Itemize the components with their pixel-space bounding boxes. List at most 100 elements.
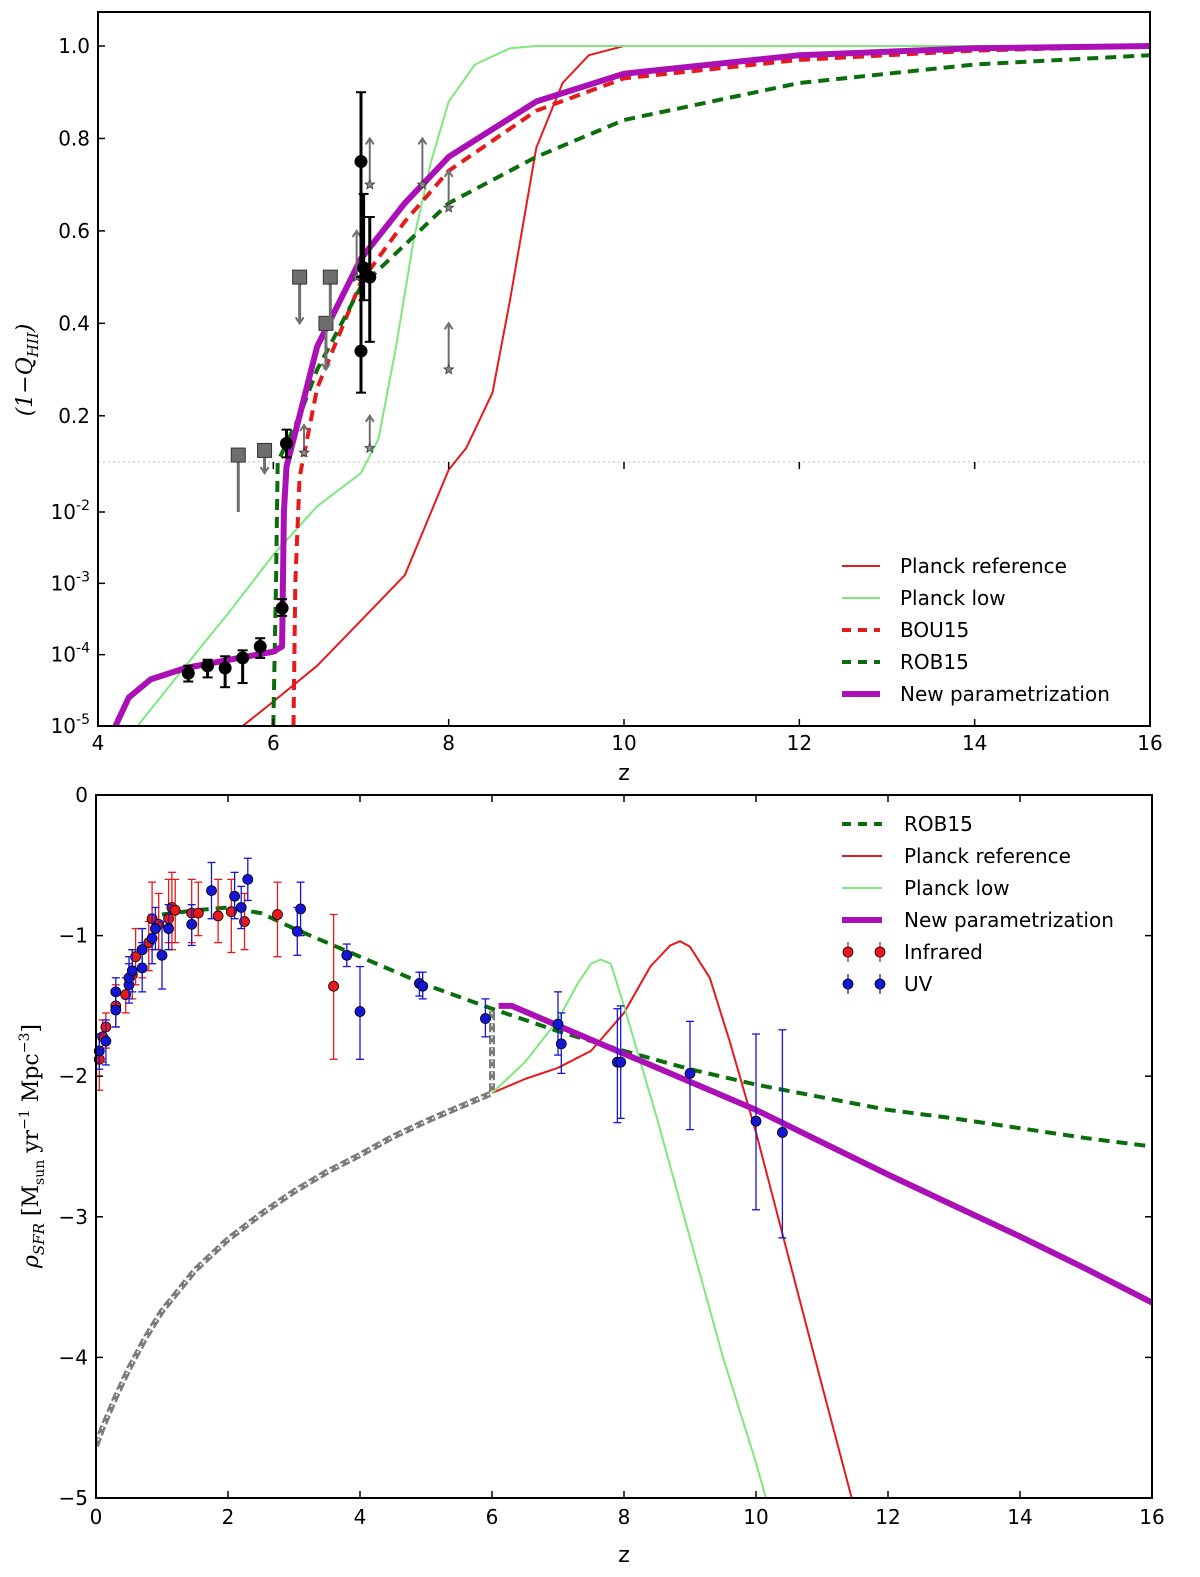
bottom-plot-content (93, 857, 1152, 1498)
bottom-uv-point-6 (126, 965, 138, 977)
bottom-series-group (96, 905, 1152, 1498)
top-upper-limit-square-4 (322, 269, 338, 285)
top-x-tick-label-4: 12 (787, 731, 812, 755)
top-legend-label-bou15: BOU15 (900, 618, 969, 642)
top-y-log-tick-base-3: 10 (51, 500, 76, 524)
top-y-tick-label-3: 0.8 (58, 126, 90, 150)
top-legend-label-planck-low: Planck low (900, 586, 1006, 610)
top-ylabel-open: (1− (13, 375, 38, 416)
bottom-uv-point-21 (354, 1006, 366, 1017)
top-y-log-tick-exp-2: -3 (76, 569, 90, 585)
bottom-ylabel-space (19, 1216, 44, 1223)
top-series-rob15 (271, 53, 1150, 726)
svg-text:(1−QHII): (1−QHII) (13, 324, 42, 417)
top-y-axis-label: (1−QHII) (13, 324, 42, 417)
top-series-bou15 (291, 44, 1150, 726)
top-y-tick-label-2: 0.6 (58, 219, 90, 243)
top-plot-content (98, 43, 1150, 726)
bottom-ylabel-units-close: ] (19, 1024, 44, 1033)
bottom-uv-point-19 (295, 903, 307, 915)
top-y-log-tick-label-1: 10-4 (51, 641, 91, 667)
bottom-series-rob15 (161, 905, 1152, 1149)
bottom-legend: ROB15 Planck reference Planck low New param… (842, 812, 1114, 996)
bottom-x-tick-label-1: 2 (222, 1505, 235, 1529)
top-y-log-tick-label-3: 10-2 (51, 498, 90, 524)
bottom-infrared-point-19 (272, 909, 283, 920)
top-ylabel-close: ) (13, 324, 38, 334)
bottom-series-planck-low (491, 958, 767, 1498)
bottom-uv-point-14 (206, 885, 217, 897)
top-upper-limit-arrow-4 (325, 316, 336, 326)
top-data-point-1 (201, 659, 215, 673)
top-upper-limit-square-1 (257, 442, 273, 458)
top-lower-limit-arrow-1 (351, 229, 362, 238)
bottom-uv-point-24 (479, 1013, 491, 1024)
bottom-infrared-point-16 (212, 910, 224, 922)
bottom-legend-label-uv: UV (904, 972, 933, 996)
bottom-ylabel-units-open: [M (19, 1185, 44, 1216)
top-legend-label-planck-reference: Planck reference (900, 554, 1067, 578)
top-legend-label-rob15: ROB15 (900, 650, 969, 674)
top-series-group (112, 43, 1150, 726)
bottom-x-tick-label-4: 8 (618, 1505, 631, 1529)
bottom-ylabel-subscript: SFR (30, 1223, 48, 1255)
bottom-axis-ticks: 0 2 4 6 8 10 12 14 16 0 −1 −2 −3 −4 −5 (59, 783, 1165, 1529)
top-data-point-4 (253, 640, 267, 654)
top-data-point-10 (363, 270, 377, 284)
top-lower-limit-arrow-5 (443, 321, 454, 330)
top-y-log-tick-base-1: 10 (51, 643, 76, 667)
top-upper-limit-arrow-1 (259, 466, 270, 475)
top-x-axis-label: z (618, 761, 630, 786)
bottom-x-tick-label-7: 14 (1007, 1505, 1032, 1529)
top-data-point-8 (354, 344, 368, 358)
bottom-ylabel-symbol: ρ (19, 1255, 44, 1269)
top-series-planck-reference (242, 45, 1150, 726)
top-data-point-7 (354, 155, 368, 169)
top-lower-limit-star-0 (298, 446, 310, 458)
top-lower-limit-arrow-4 (417, 136, 428, 145)
top-x-tick-label-1: 6 (267, 731, 280, 755)
bottom-x-axis-label: z (618, 1543, 630, 1568)
svg-text:ρSFR [Msun yr−1 Mpc−3]: ρSFR [Msun yr−1 Mpc−3] (17, 1024, 48, 1269)
bottom-uv-point-18 (291, 925, 303, 937)
top-y-log-tick-label-0: 10-5 (51, 712, 90, 738)
top-panel-reionization: 4 6 8 10 12 14 160.20.40.60.81.010-510-410-310… (13, 11, 1163, 786)
top-lower-limit-arrow-0 (299, 423, 309, 432)
bottom-uv-point-12 (163, 923, 175, 934)
bottom-uv-point-25 (552, 1018, 564, 1030)
top-observations (181, 91, 455, 689)
bottom-legend-label-planck-reference: Planck reference (904, 844, 1071, 868)
top-data-point-6 (279, 437, 293, 451)
top-x-tick-label-5: 14 (962, 731, 987, 755)
top-lower-limit-star-2 (363, 178, 376, 190)
top-x-tick-label-3: 10 (611, 731, 636, 755)
bottom-y-tick-label-1: −1 (59, 924, 88, 948)
bottom-gray-extrapolation-core (96, 1008, 493, 1447)
top-upper-limit-arrow-3 (321, 363, 331, 372)
top-lower-limit-star-3 (363, 442, 376, 454)
bottom-uv-point-30 (750, 1115, 762, 1127)
bottom-uv-point-23 (417, 980, 429, 992)
bottom-y-tick-label-5: −5 (59, 1486, 88, 1510)
top-legend: Planck reference Planck low BOU15 ROB15 New … (842, 554, 1110, 706)
bottom-uv-point-8 (136, 944, 148, 956)
top-lower-limit-star-4 (416, 178, 429, 190)
top-y-tick-label-0: 0.2 (58, 404, 90, 428)
top-x-tick-label-6: 16 (1137, 731, 1162, 755)
bottom-infrared-point-18 (239, 916, 250, 927)
bottom-legend-label-new-parametrization: New parametrization (904, 908, 1114, 932)
bottom-uv-point-16 (235, 902, 247, 913)
top-upper-limit-arrow-2 (294, 316, 305, 326)
bottom-y-tick-label-0: 0 (75, 783, 88, 807)
bottom-uv-point-26 (555, 1038, 567, 1050)
top-lower-limit-star-6 (442, 201, 455, 213)
top-ylabel-symbol: Q (13, 357, 38, 375)
bottom-ylabel-units-yr: yr (19, 1129, 44, 1159)
bottom-legend-label-rob15: ROB15 (904, 812, 973, 836)
top-ylabel-subscript: HII (24, 331, 42, 358)
top-lower-limit-arrow-6 (443, 168, 454, 178)
bottom-legend-marker-infrared-1 (874, 946, 886, 958)
top-series-planck-low (136, 45, 1150, 726)
bottom-y-tick-label-4: −4 (59, 1345, 88, 1369)
